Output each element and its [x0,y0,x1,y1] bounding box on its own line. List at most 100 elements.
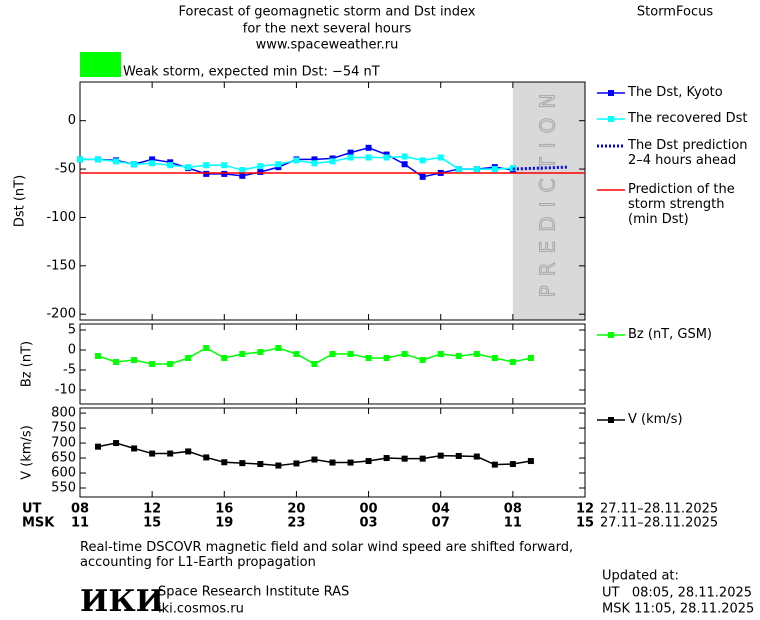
x-tick-label-msk: 15 [143,516,161,531]
data-point [239,167,246,174]
title-line: Forecast of geomagnetic storm and Dst in… [178,5,475,20]
data-point [455,166,462,173]
data-point [113,440,120,447]
y-axis-label: Dst (nT) [13,175,28,227]
x-tick-label: 04 [432,502,450,517]
institute: Space Research Institute RAS [158,585,349,600]
data-point [113,158,120,165]
data-point [311,361,318,367]
y-tick-label: 700 [51,436,76,451]
data-point [257,168,264,175]
data-point [149,160,156,167]
data-point [419,455,426,462]
data-point [419,157,426,164]
y-axis-label: Bz (nT) [20,341,35,387]
data-point [347,154,354,161]
x-tick-label: 00 [360,502,378,517]
data-point [167,162,174,169]
data-point [185,355,192,361]
date-range: 27.11–28.11.2025 [600,502,718,517]
y-axis-label: V (km/s) [20,425,35,480]
data-point [383,355,390,361]
data-point [239,172,246,179]
data-point [491,355,498,361]
panel-frame [79,323,586,405]
data-point [293,351,300,357]
data-point [419,357,426,363]
data-point [77,156,83,163]
data-point [149,156,156,163]
data-point [257,349,264,355]
data-point [437,351,444,357]
legend-label: Prediction of the storm strength (min Ds… [628,182,735,227]
data-point [365,154,372,161]
y-tick-label: -150 [46,258,76,273]
x-tick-label-msk: 19 [215,516,233,531]
y-tick-label: 0 [68,113,76,128]
x-tick-label: 16 [215,502,233,517]
data-point [167,361,174,367]
x-tick-label: 08 [71,502,89,517]
updated-ut: UT 08:05, 28.11.2025 [602,586,752,601]
data-point [113,359,120,365]
legend-label: The Dst, Kyoto [628,85,723,100]
x-row-label: UT [22,502,42,517]
data-point [149,450,156,457]
data-point [275,462,282,469]
data-point [293,157,300,164]
data-point [185,448,192,455]
panel-frame [79,81,586,321]
prediction-zone [512,82,585,320]
data-point [311,456,318,463]
legend-label: The Dst prediction 2–4 hours ahead [628,138,748,168]
data-point [491,461,498,468]
date-range: 27.11–28.11.2025 [600,516,718,531]
data-point [473,166,480,173]
data-point [383,154,390,161]
y-tick-label: 550 [51,481,76,496]
title-line: www.spaceweather.ru [256,38,399,53]
y-tick-label: -5 [63,363,76,378]
data-point [347,459,354,466]
data-point [365,355,372,361]
data-point [401,161,408,168]
data-point [149,361,156,367]
y-tick-label: 5 [68,323,76,338]
data-point [527,458,534,465]
series-line [512,165,568,171]
y-tick-label: -200 [46,307,76,322]
site: iki.cosmos.ru [158,602,244,617]
y-tick-label: 600 [51,466,76,481]
x-tick-label: 12 [143,502,161,517]
legend-marker [608,417,614,423]
y-tick-label: 650 [51,451,76,466]
data-point [131,445,138,452]
data-point [401,153,408,160]
data-point [257,461,264,468]
data-point [185,164,192,171]
y-tick-label: 750 [51,421,76,436]
x-tick-label-msk: 11 [504,516,522,531]
legend-marker [608,90,614,96]
prediction-label: PREDICTION [535,85,559,298]
legend-marker [608,332,614,338]
logo: ИКИ [80,584,164,619]
data-point [473,351,480,357]
data-point [455,452,462,459]
data-point [365,458,372,465]
data-point [203,170,210,177]
x-tick-label-msk: 07 [432,516,450,531]
y-tick-label: 800 [51,406,76,421]
data-point [221,170,228,177]
footer-note: Real-time DSCOVR magnetic field and sola… [80,540,574,570]
x-tick-label-msk: 15 [576,516,594,531]
data-point [239,460,246,467]
data-point [221,459,228,466]
panel-frame [79,407,586,498]
storm-badge [80,52,121,77]
data-point [275,161,282,168]
data-point [221,355,228,361]
data-point [239,351,246,357]
